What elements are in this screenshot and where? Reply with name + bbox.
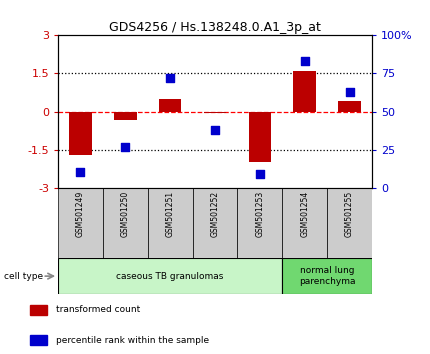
Text: normal lung
parenchyma: normal lung parenchyma (299, 267, 355, 286)
Point (167, 75, 174, 81)
Bar (69, 112, 92, 155)
Bar (58, 258, 282, 294)
Bar (204, 112, 226, 113)
Bar (30, 335, 47, 346)
Text: GSM501253: GSM501253 (255, 191, 264, 238)
Text: GSM501250: GSM501250 (121, 191, 130, 238)
Bar (114, 112, 137, 120)
Bar (249, 112, 271, 162)
Bar (327, 188, 372, 258)
Text: GSM501252: GSM501252 (211, 191, 219, 237)
Bar (193, 188, 237, 258)
Text: transformed count: transformed count (56, 305, 140, 314)
Text: cell type: cell type (4, 272, 43, 281)
Text: percentile rank within the sample: percentile rank within the sample (56, 336, 209, 345)
Point (77, 170, 84, 175)
Bar (103, 188, 148, 258)
Point (212, 127, 218, 133)
Point (346, 89, 353, 95)
Title: GDS4256 / Hs.138248.0.A1_3p_at: GDS4256 / Hs.138248.0.A1_3p_at (109, 21, 321, 34)
Point (256, 171, 263, 177)
Point (122, 144, 129, 149)
Bar (282, 258, 372, 294)
Bar (237, 188, 282, 258)
Bar (159, 99, 181, 112)
Text: GSM501249: GSM501249 (76, 191, 85, 238)
Point (301, 58, 308, 64)
Text: GSM501255: GSM501255 (345, 191, 354, 238)
Bar (338, 101, 361, 112)
Text: GSM501251: GSM501251 (166, 191, 175, 237)
Bar (58, 188, 103, 258)
Bar (30, 304, 47, 315)
Text: caseous TB granulomas: caseous TB granulomas (117, 272, 224, 281)
Bar (148, 188, 193, 258)
Bar (293, 71, 316, 112)
Bar (282, 188, 327, 258)
Text: GSM501254: GSM501254 (300, 191, 309, 238)
